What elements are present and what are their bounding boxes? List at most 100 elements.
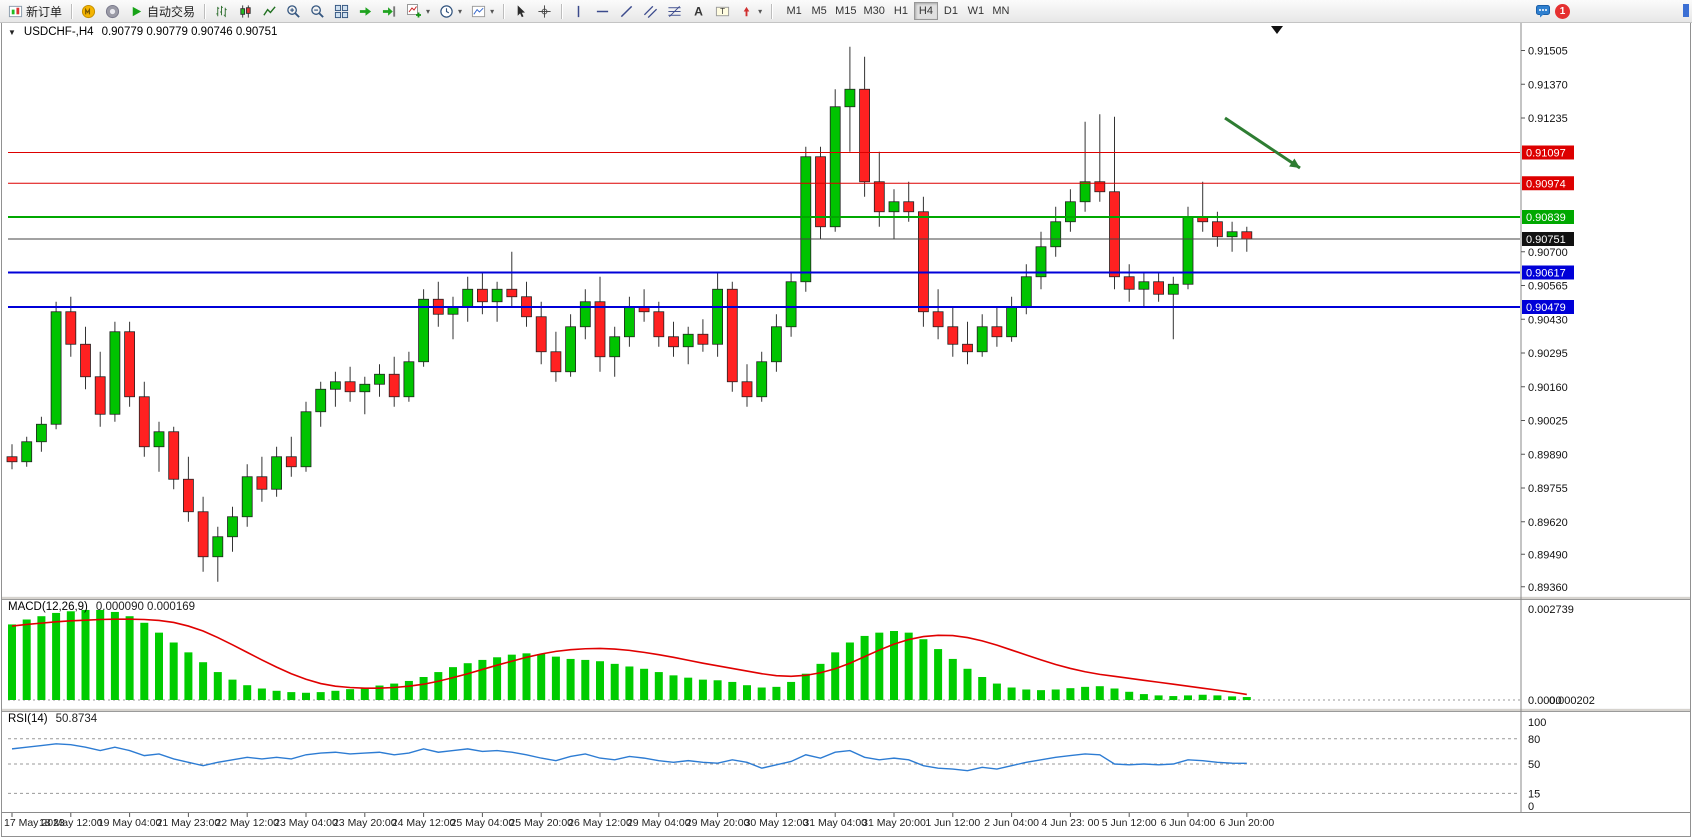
time-label: 6 Jun 04:00 — [1161, 817, 1216, 829]
bar-chart-button[interactable] — [210, 1, 233, 21]
dropdown-caret-icon: ▾ — [490, 6, 495, 16]
collapse-arrow-icon[interactable]: ▼ — [8, 27, 16, 37]
candle-up — [359, 383, 371, 393]
arrows-dropdown-button[interactable]: ▾ — [735, 1, 766, 21]
time-label: 1 Jun 12:00 — [925, 817, 980, 829]
timeframe-m30[interactable]: M30 — [861, 2, 888, 20]
channel-tool-button[interactable] — [639, 1, 662, 21]
fibonacci-icon — [668, 5, 681, 17]
candle-up — [462, 288, 474, 308]
panel-separator[interactable] — [2, 708, 1690, 712]
new-order-button[interactable]: 新订单 — [4, 1, 66, 21]
candle-down — [903, 201, 915, 213]
horizontal-line-icon — [596, 10, 609, 12]
macd-bar — [625, 666, 634, 700]
vertical-line-icon — [577, 5, 580, 17]
panel-separator[interactable] — [2, 596, 1690, 600]
candlestick-chart-button[interactable] — [234, 1, 257, 21]
text-tool-button[interactable]: A — [687, 1, 710, 21]
price-axis[interactable]: 0.91505 0.91370 0.91235 0.90700 0.90565 0.904… — [1521, 46, 1595, 814]
cursor-button[interactable] — [509, 1, 532, 21]
price-tick-label: 0.89620 — [1528, 517, 1568, 529]
crosshair-button[interactable] — [533, 1, 556, 21]
macd-bar — [390, 683, 399, 700]
chart-shift-button[interactable] — [378, 1, 401, 21]
trendline-tool-button[interactable] — [615, 1, 638, 21]
candle-up — [888, 201, 900, 213]
candlestick-icon — [240, 4, 251, 18]
macd-bar — [375, 685, 384, 700]
label-tool-button[interactable]: T — [711, 1, 734, 21]
down-triangle-marker[interactable] — [1271, 26, 1283, 34]
rsi-label: RSI(14) — [8, 713, 48, 725]
timeframe-m1[interactable]: M1 — [782, 2, 806, 20]
zoom-out-button[interactable] — [306, 1, 329, 21]
candle-down — [918, 211, 929, 313]
candle-up — [800, 156, 812, 283]
timeframe-m15[interactable]: M15 — [832, 2, 859, 20]
timeframe-m5[interactable]: M5 — [807, 2, 831, 20]
candle-down — [6, 456, 18, 463]
chart-window-border — [1, 22, 1691, 837]
zoom-in-button[interactable] — [282, 1, 305, 21]
mql5-community-button[interactable] — [77, 1, 100, 21]
vertical-line-tool-button[interactable] — [567, 1, 590, 21]
candle-down — [1212, 221, 1223, 238]
channel-icon — [644, 5, 658, 18]
timeframe-h1[interactable]: H1 — [889, 2, 913, 20]
macd-bar — [654, 672, 663, 700]
price-badge-label: 0.90974 — [1526, 178, 1566, 190]
macd-bar — [331, 690, 340, 700]
fibonacci-tool-button[interactable] — [663, 1, 686, 21]
candle-up — [315, 388, 327, 413]
time-label: 4 Jun 23: 00 — [1042, 817, 1100, 829]
timeframe-h4[interactable]: H4 — [913, 2, 938, 20]
macd-bar — [537, 653, 546, 700]
candle-down — [741, 381, 753, 398]
auto-scroll-button[interactable] — [354, 1, 377, 21]
tile-windows-button[interactable] — [330, 1, 353, 21]
text-icon: A — [694, 4, 703, 18]
candle-up — [1035, 246, 1047, 278]
macd-bar — [360, 687, 369, 700]
periods-dropdown-button[interactable]: ▾ — [435, 1, 466, 21]
notification-badge[interactable]: 1 — [1555, 3, 1570, 19]
macd-bar — [934, 649, 943, 700]
candle-up — [976, 326, 988, 353]
price-tick-label: 0.91235 — [1528, 113, 1568, 125]
time-label: 2 Jun 04:00 — [984, 817, 1039, 829]
indicators-dropdown-button[interactable]: ▾ — [402, 1, 434, 21]
macd-bar — [493, 657, 502, 700]
macd-bar — [669, 675, 678, 700]
candle-up — [1167, 283, 1179, 295]
macd-bar — [316, 692, 325, 700]
templates-dropdown-button[interactable]: ▾ — [467, 1, 498, 21]
candle-up — [36, 423, 47, 443]
chat-icon[interactable] — [1535, 3, 1551, 19]
toolbar-overflow-icon[interactable] — [1683, 4, 1689, 17]
time-label: 18 May 12:00 — [39, 817, 103, 829]
price-badge — [1522, 232, 1574, 246]
candle-down — [697, 333, 709, 345]
symbol-period-label: USDCHF-,H4 — [23, 26, 94, 38]
macd-bar — [757, 687, 766, 700]
timeframe-mn[interactable]: MN — [989, 2, 1013, 20]
timeframe-d1[interactable]: D1 — [939, 2, 963, 20]
line-chart-button[interactable] — [258, 1, 281, 21]
macd-bar — [566, 658, 575, 700]
bar-chart-icon — [216, 5, 227, 17]
toolbar-separator — [771, 3, 773, 19]
candle-up — [565, 326, 576, 373]
candle-down — [550, 351, 562, 373]
trend-arrow[interactable] — [1224, 116, 1301, 170]
autotrading-button[interactable]: 自动交易 — [125, 1, 199, 21]
macd-bar — [404, 680, 413, 700]
metaquotes-button[interactable] — [101, 1, 124, 21]
price-tick-label: 0.89890 — [1528, 449, 1568, 461]
time-label: 21 May 23:00 — [157, 817, 221, 829]
timeframe-w1[interactable]: W1 — [964, 2, 988, 20]
crosshair-icon — [538, 4, 551, 18]
horizontal-line-tool-button[interactable] — [591, 1, 614, 21]
